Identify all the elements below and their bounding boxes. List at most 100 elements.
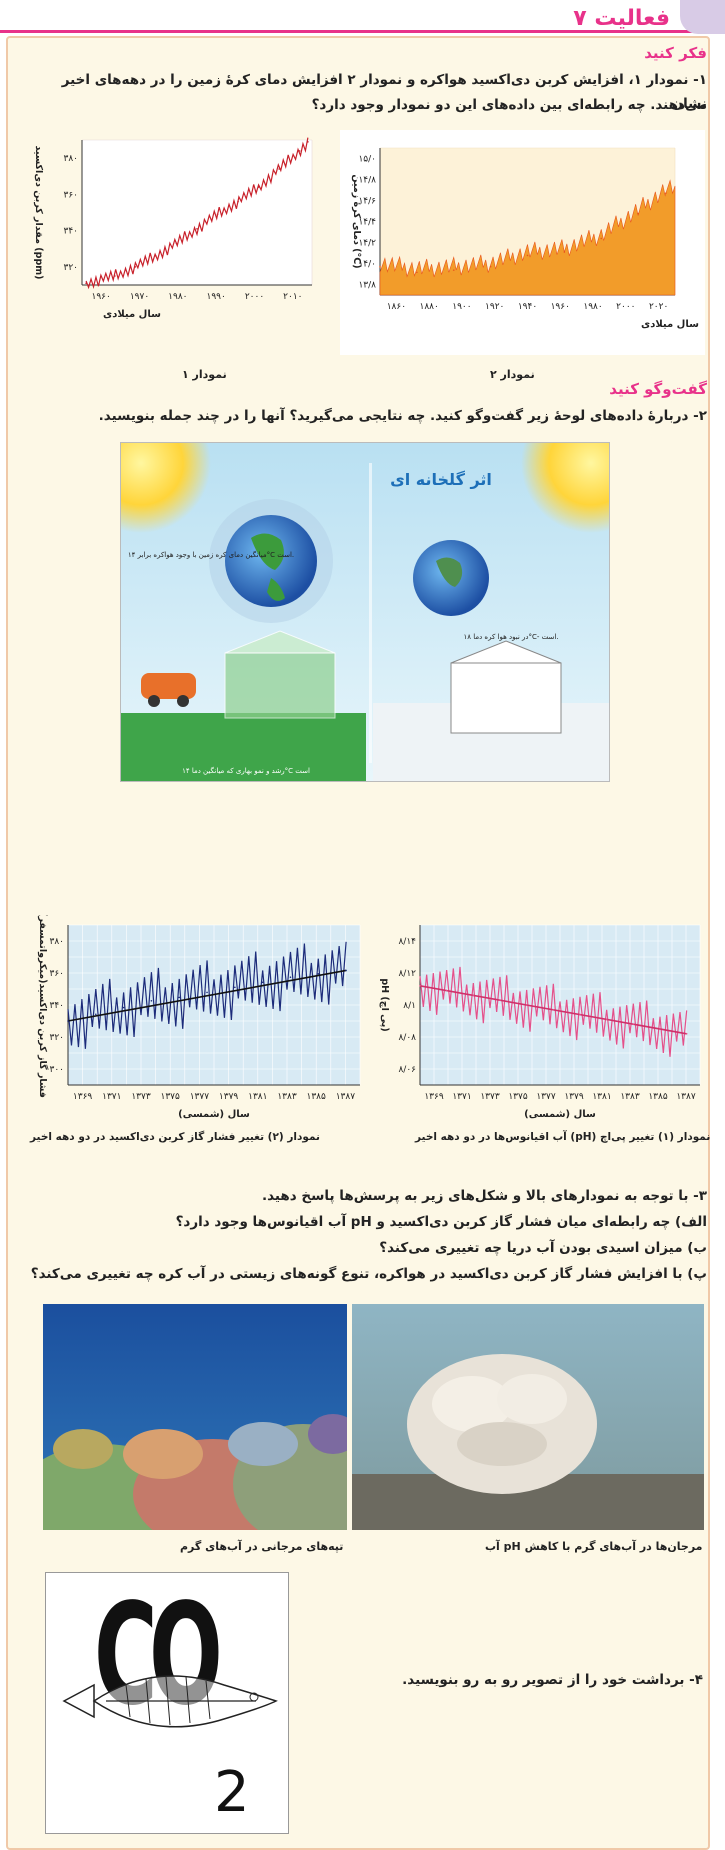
y-tick-label: ۱۴/۶	[358, 197, 376, 207]
y-tick-label: ۱۴/۸	[358, 176, 376, 186]
bleached-coral-photo	[352, 1304, 704, 1530]
y-axis-label: دمای کرهٔ زمین (°C)	[351, 174, 362, 268]
x-tick-label: ۱۹۸۰	[583, 302, 602, 312]
y-tick-label: ۳۶۰	[49, 969, 64, 979]
x-axis-label: سال (شمسی)	[178, 1109, 250, 1120]
x-tick-label: ۱۹۹۰	[206, 292, 225, 302]
x-tick-label: ۱۳۷۹	[219, 1092, 239, 1102]
x-tick-label: ۲۰۲۰	[649, 302, 668, 312]
sun-icon	[121, 443, 211, 533]
x-axis-label: سال (شمسی)	[524, 1109, 596, 1120]
x-tick-label: ۱۹۸۰	[168, 292, 187, 302]
data-point	[499, 999, 501, 1001]
x-tick-label: ۱۳۷۱	[452, 1092, 471, 1102]
data-point	[122, 1006, 125, 1009]
y-tick-label: ۱۵/۰	[358, 155, 376, 165]
data-point	[278, 168, 280, 170]
y-axis-label: مقدار کربن دی‌اکسید (ppm)	[33, 146, 44, 280]
data-point	[206, 991, 208, 994]
data-point	[95, 1013, 97, 1016]
ph-caption: نمودار (۱) تغییر پی‌اچ (pH) آب اقیانوس‌ه…	[415, 1131, 711, 1143]
activity-title: فعالیت ۷	[573, 6, 670, 31]
x-tick-label: ۱۳۷۵	[508, 1092, 528, 1102]
question-1-line2: می‌دهند. چه رابطه‌ای بین داده‌های این دو…	[311, 97, 707, 113]
x-tick-label: ۲۰۰۰	[245, 292, 264, 302]
data-point	[685, 1033, 688, 1035]
y-axis-label: pH (پی اچ)	[379, 978, 390, 1031]
data-point	[317, 973, 320, 975]
data-point	[525, 1004, 528, 1006]
co2-pressure-chart-container: ۱۳۶۹ ۱۳۷۱ ۱۳۷۳ ۱۳۷۵ ۱۳۷۷ ۱۳۷۹ ۱۳۸۱ ۱۳۸۳ ۱۳۸۵ ۱۳۸۷…	[28, 912, 368, 1155]
x-tick-label: ۱۳۶۹	[73, 1092, 93, 1102]
data-point	[155, 255, 157, 257]
x-tick-label: ۱۳۸۳	[620, 1092, 640, 1102]
x-axis-label: سال میلادی	[103, 309, 161, 320]
question-3c: پ) با افزایش فشار گاز کربن دی‌اکسید در ه…	[30, 1266, 707, 1282]
y-tick-label: ۱۴/۲	[358, 239, 376, 249]
fish-skeleton-icon	[62, 1675, 278, 1728]
data-point	[150, 999, 153, 1002]
x-tick-label: ۱۳۸۳	[277, 1092, 297, 1102]
data-point	[416, 271, 418, 274]
header-bar: فعالیت ۷	[0, 0, 725, 34]
x-tick-label: ۱۸۶۰	[387, 302, 406, 312]
x-tick-label: ۱۹۰۰	[452, 302, 471, 312]
y-tick-label: ۳۲۰	[49, 1033, 64, 1043]
data-point	[637, 212, 639, 215]
data-point	[237, 200, 239, 203]
subscript-text: 2	[214, 1760, 250, 1825]
data-point	[307, 141, 309, 143]
label-bottom: رشد و نمو بهاری که میانگین دما ۱۴°C است	[182, 766, 310, 775]
y-tick-label: ۸/۱۲	[398, 969, 416, 979]
question-3b: ب) میزان اسیدی بودن آب دریا چه تغییری می…	[379, 1240, 707, 1256]
bleached-coral-caption: مرجان‌ها در آب‌های گرم با کاهش pH آب	[485, 1540, 703, 1553]
ph-chart: ۱۳۶۹ ۱۳۷۱ ۱۳۷۳ ۱۳۷۵ ۱۳۷۷ ۱۳۷۹ ۱۳۸۱ ۱۳۸۳ ۱۳۸۵ ۱۳۸۷…	[379, 924, 701, 1120]
data-point	[134, 266, 137, 268]
x-tick-label: ۱۸۸۰	[419, 302, 438, 312]
question-3: ۳- با توجه به نمودارهای بالا و شکل‌های ز…	[262, 1188, 707, 1204]
x-tick-label: ۱۳۶۹	[424, 1092, 444, 1102]
data-point	[196, 228, 198, 230]
data-point	[419, 985, 421, 987]
data-point	[489, 265, 492, 268]
x-tick-label: ۱۳۷۷	[536, 1092, 556, 1102]
co2-fish-illustration: CO 2	[45, 1572, 289, 1834]
y-tick-label: ۳۸۰	[63, 154, 78, 164]
label-right: در نبود هوا کره دما ۱۸°C- است.	[463, 633, 558, 641]
y-axis-label: فشار گاز کربن دی‌اکسید(میکرواتمسفر)	[37, 915, 49, 1098]
x-tick-label: ۱۳۷۳	[480, 1092, 500, 1102]
y-tick-label: ۳۴۰	[49, 1001, 64, 1011]
y-tick-label: ۱۴/۰	[358, 260, 376, 270]
x-tick-label: ۱۹۴۰	[518, 302, 537, 312]
question-4: ۴- برداشت خود را از تصویر رو به رو بنویس…	[402, 1672, 703, 1688]
data-point	[67, 1020, 69, 1022]
x-tick-label: ۱۹۶۰	[91, 292, 110, 302]
y-tick-label: ۸/۰۸	[398, 1033, 416, 1043]
label-left: میانگین دمای کره زمین با وجود هواکره برا…	[128, 550, 294, 559]
x-tick-label: ۱۳۷۷	[190, 1092, 210, 1102]
header-stripe	[0, 30, 725, 33]
data-point	[526, 254, 529, 257]
coral-reef-photo	[43, 1304, 347, 1530]
x-tick-label: ۱۳۷۹	[564, 1092, 584, 1102]
co2-pressure-chart: ۱۳۶۹ ۱۳۷۱ ۱۳۷۳ ۱۳۷۵ ۱۳۷۷ ۱۳۷۹ ۱۳۸۱ ۱۳۸۳ ۱۳۸۵ ۱۳۸۷…	[37, 912, 361, 1120]
question-1-line1: ۱- نمودار ۱، افزایش کربن دی‌اکسید هواکره…	[61, 72, 707, 112]
y-tick-label: ۸/۰۶	[398, 1065, 416, 1075]
coral-reef-caption: تپه‌های مرجانی در آب‌های گرم	[180, 1540, 344, 1553]
x-tick-label: ۱۳۸۱	[592, 1092, 611, 1102]
ph-chart-container: ۱۳۶۹ ۱۳۷۱ ۱۳۷۳ ۱۳۷۵ ۱۳۷۷ ۱۳۷۹ ۱۳۸۱ ۱۳۸۳ ۱۳۸۵ ۱۳۸۷…	[368, 915, 708, 1155]
data-point	[632, 1023, 635, 1025]
data-point	[289, 976, 292, 979]
y-tick-label: ۳۶۰	[63, 190, 78, 200]
y-tick-label: ۳۸۰	[49, 937, 64, 947]
y-tick-label: ۱۳/۸	[358, 281, 376, 291]
series-line	[85, 137, 309, 290]
data-point	[178, 996, 181, 999]
greenhouse-svg: اثر گلخانه ای میانگین دمای کره زمین با و…	[121, 443, 609, 781]
x-tick-label: ۱۳۸۵	[307, 1092, 327, 1102]
y-tick-label: ۸/۱۴	[398, 937, 416, 947]
temperature-area	[379, 179, 676, 296]
discuss-heading: گفت‌وگو کنید	[609, 380, 707, 398]
x-tick-label: ۱۳۸۵	[648, 1092, 668, 1102]
